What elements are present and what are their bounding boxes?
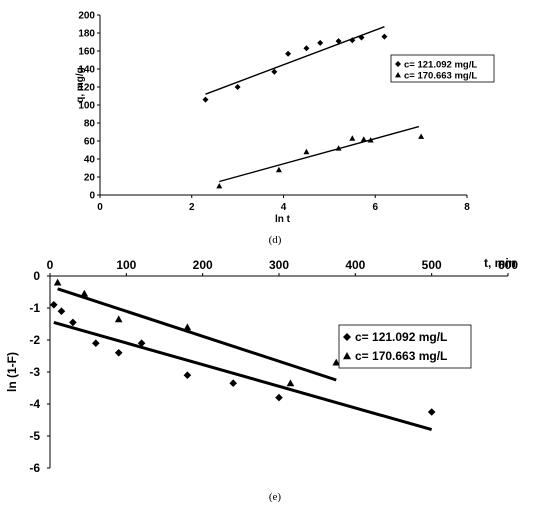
chart-e-legend-marker [343,352,351,360]
chart-e-x-tick-label: 200 [193,258,213,272]
chart-e-data-point [286,379,295,387]
chart-d-data-point [303,148,310,155]
chart-d-legend-marker [395,72,401,78]
chart-d-y-tick-label: 180 [78,29,95,40]
chart-e-data-point [114,315,123,323]
chart-e-trendline [53,320,433,432]
chart-d-data-point [381,33,388,40]
chart-e-data-point [183,323,192,331]
chart-d-data-point [418,133,425,139]
chart-e-x-tick-label: 300 [269,258,289,272]
chart-d-data-point [271,68,278,75]
chart-d-y-tick-label: 20 [84,173,96,184]
chart-d-y-tick-label: 100 [78,101,95,112]
chart-e-y-tick-label: -6 [29,461,40,475]
chart-e-data-point [137,339,146,347]
chart-d-y-tick-label: 40 [84,155,96,166]
chart-d-data-point [317,39,324,46]
chart-e-x-tick-label: 100 [116,258,136,272]
chart-e-data-point [114,349,123,357]
chart-d-data-point [216,183,223,189]
chart-d-y-tick-label: 80 [84,119,96,130]
chart-d-data-point [303,45,310,52]
chart-d-data-point [360,136,367,142]
chart-d-x-tick-label: 4 [281,202,287,213]
chart-e-legend-marker [343,333,351,341]
chart-d-data-point [349,135,356,141]
chart-e-y-tick-label: -1 [29,301,40,315]
chart-d-data-point [358,34,365,41]
chart-d-y-tick-label: 140 [78,65,95,76]
chart-e-x-tick-label: 0 [47,258,54,272]
chart-e-y-tick-label: -3 [29,365,40,379]
chart-e-data-point [80,289,89,297]
chart-d-data-point [367,137,374,143]
chart-d-y-tick-label: 200 [78,11,95,22]
chart-d-trendline [205,26,385,95]
chart-d-y-axis-label: q, mg/g [75,67,86,103]
chart-e-x-tick-label: 600 [498,258,518,272]
chart-e-legend-label: c= 170.663 mg/L [355,349,447,363]
chart-d-data-point [335,145,342,151]
chart-e-data-point [69,318,77,327]
chart-d-data-point [285,50,292,57]
chart-e-data-point [57,307,66,315]
chart-e-data-point [427,408,436,416]
chart-d-y-tick-label: 60 [84,137,96,148]
chart-e-data-point [229,379,237,387]
chart-e-caption: (e) [269,491,282,503]
chart-d-y-tick-label: 0 [89,191,95,202]
chart-d-data-point [202,96,209,103]
chart-e-trendline [57,287,337,382]
chart-d-legend-label: c= 121.092 mg/L [404,60,477,71]
chart-e-y-tick-label: -5 [29,429,40,443]
chart-d-y-tick-label: 160 [78,47,95,58]
chart-d-y-tick-label: 120 [78,83,95,94]
chart-d-x-axis-label: ln t [275,214,291,225]
chart-d-caption: (d) [269,234,282,246]
chart-e-x-tick-label: 400 [345,258,365,272]
chart-e-y-tick-label: -4 [29,397,40,411]
chart-d-legend-label: c= 170.663 mg/L [404,71,477,82]
chart-e-legend [338,324,472,369]
chart-e-legend-label: c= 121.092 mg/L [355,330,447,344]
chart-e-x-tick-label: 500 [422,258,442,272]
chart-e-data-point [275,393,283,402]
chart-e-data-point [92,339,100,347]
chart-d-legend-marker [395,61,401,67]
chart-d-data-point [275,166,282,173]
chart-d-x-tick-label: 8 [464,202,470,213]
chart-d-x-tick-label: 2 [189,202,195,213]
chart-d-x-tick-label: 6 [372,202,378,213]
chart-e-data-point [183,371,192,379]
chart-d-trendline [219,125,420,183]
chart-d-data-point [335,38,342,45]
chart-e-y-axis-label: ln (1-F) [5,352,19,392]
chart-e-x-axis-label: t, min [484,256,516,270]
chart-e-y-tick-label: 0 [33,269,40,283]
chart-e-data-point [50,301,58,309]
chart-d-data-point [234,84,241,90]
chart-d-data-point [349,37,356,44]
chart-e-data-point [53,278,62,286]
chart-d-legend [390,54,495,83]
chart-e-y-tick-label: -2 [29,333,40,347]
chart-e-data-point [332,358,341,366]
chart-d-x-tick-label: 0 [97,202,103,213]
